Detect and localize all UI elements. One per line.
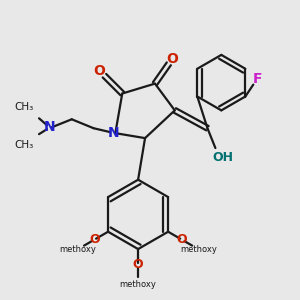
Text: O: O [166, 52, 178, 66]
Text: methoxy: methoxy [59, 245, 96, 254]
Text: CH₃: CH₃ [15, 140, 34, 150]
Text: O: O [94, 64, 105, 78]
Text: O: O [133, 258, 143, 272]
Text: methoxy: methoxy [181, 245, 218, 254]
Text: methoxy: methoxy [120, 280, 157, 289]
Text: O: O [89, 233, 100, 246]
Text: CH₃: CH₃ [15, 102, 34, 112]
Text: N: N [44, 120, 56, 134]
Text: OH: OH [213, 152, 234, 164]
Text: N: N [107, 126, 119, 140]
Text: F: F [253, 72, 262, 86]
Text: O: O [177, 233, 187, 246]
